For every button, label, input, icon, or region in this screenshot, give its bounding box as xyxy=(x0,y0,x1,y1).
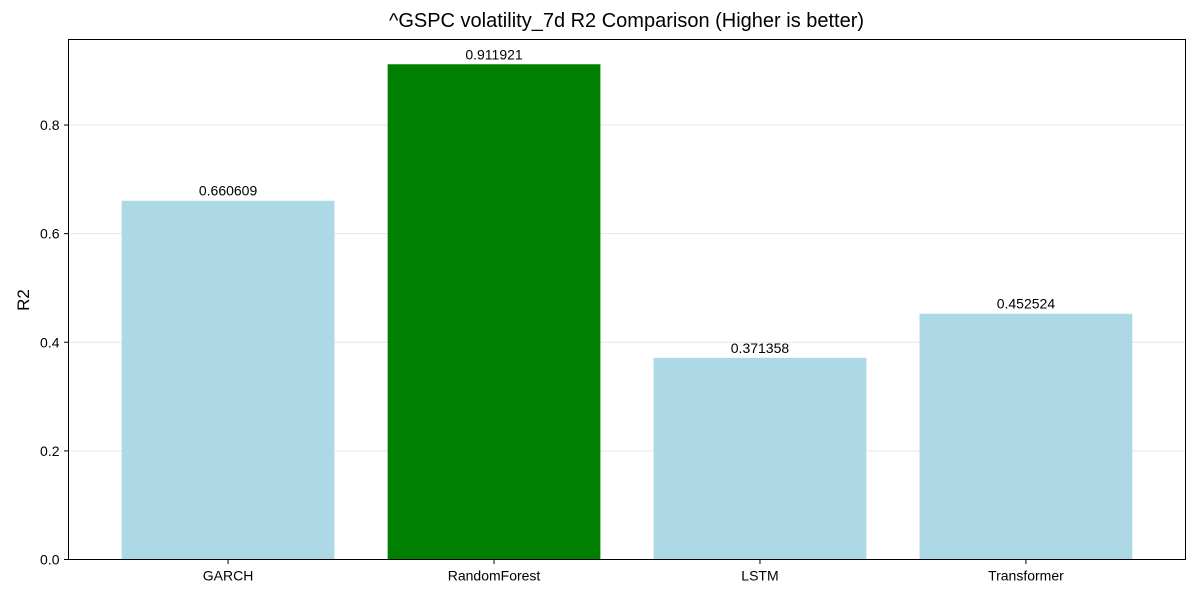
bar-value-label: 0.911921 xyxy=(465,46,523,62)
bar-value-label: 0.371358 xyxy=(731,340,790,356)
bar-lstm xyxy=(653,357,867,560)
y-tick-label: 0.4 xyxy=(40,334,60,350)
y-tick-label: 0.8 xyxy=(40,117,60,133)
y-tick-label: 0.6 xyxy=(40,226,60,242)
axis-ticks: 0.0 0.2 0.4 0.6 0.8 GARCH RandomForest LSTM Tran… xyxy=(40,117,1064,583)
bar-value-label: 0.452524 xyxy=(997,296,1056,312)
bar-value-label: 0.660609 xyxy=(199,183,258,199)
bar-transformer xyxy=(919,313,1133,560)
bars xyxy=(121,64,1133,560)
axes-frame xyxy=(68,39,1186,560)
bar-garch xyxy=(121,200,335,560)
x-tick-label: GARCH xyxy=(203,568,254,584)
y-tick-label: 0.0 xyxy=(40,552,60,568)
x-tick-label: Transformer xyxy=(988,568,1064,584)
y-tick-label: 0.2 xyxy=(40,443,60,459)
chart-title: ^GSPC volatility_7d R2 Comparison (Highe… xyxy=(388,10,865,32)
x-tick-label: RandomForest xyxy=(448,568,541,584)
x-tick-label: LSTM xyxy=(741,568,778,584)
value-labels: 0.660609 0.911921 0.371358 0.452524 xyxy=(199,46,1055,356)
bar-randomforest xyxy=(387,64,601,560)
